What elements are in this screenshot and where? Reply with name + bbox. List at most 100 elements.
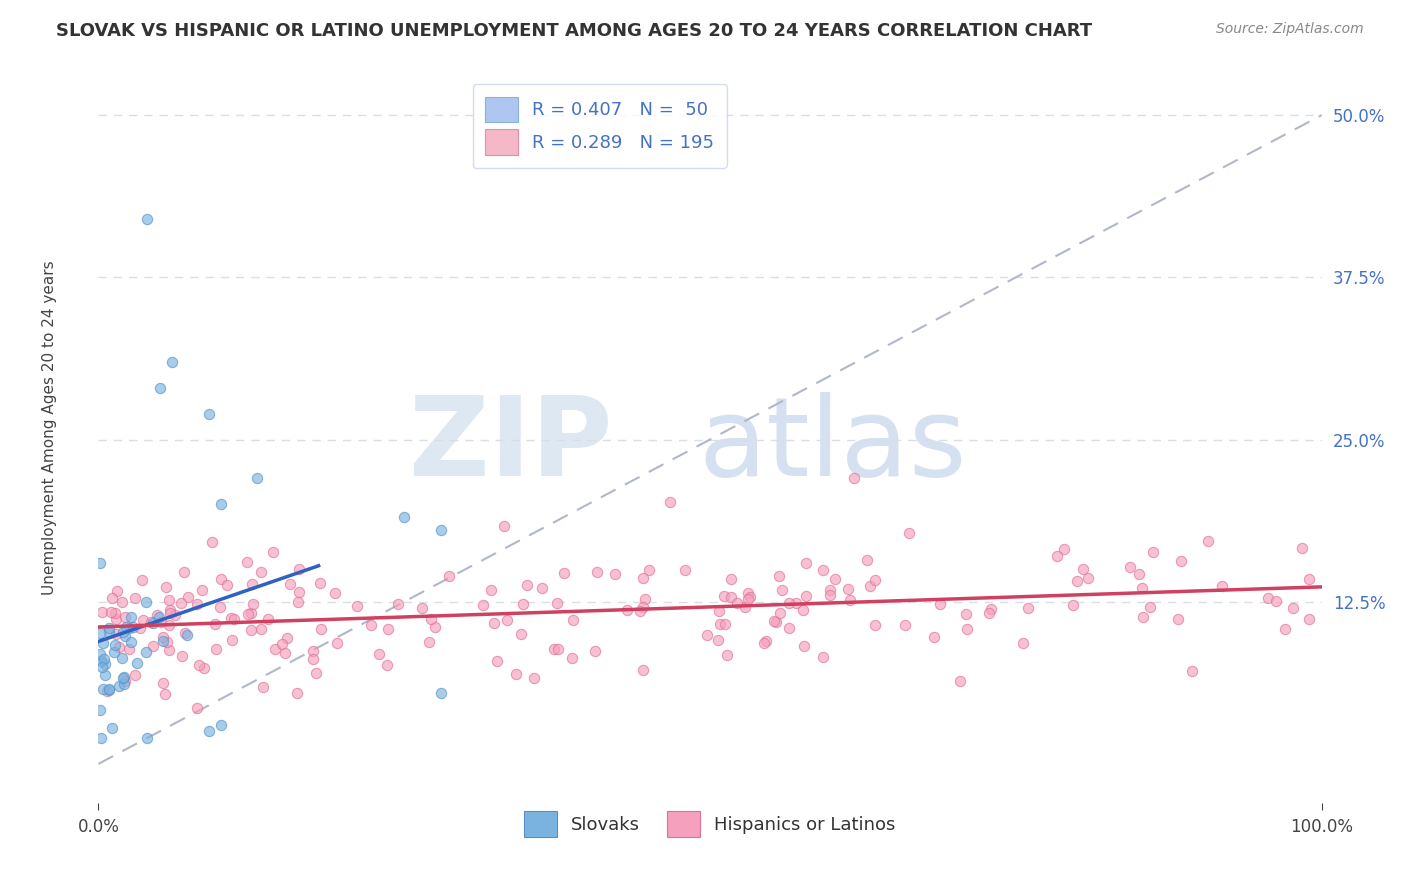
Point [765, 615, 787, 629]
Point [110, 651, 132, 665]
Text: ZIP: ZIP [409, 392, 612, 500]
Point [720, 590, 742, 604]
Point [482, 616, 505, 631]
Point [793, 639, 815, 653]
Point [98, 621, 121, 635]
Point [326, 635, 349, 649]
Point [855, 553, 877, 567]
Point [713, 617, 735, 632]
Point [420, 612, 443, 626]
Point [136, 731, 159, 745]
Point [547, 642, 569, 657]
Point [1053, 541, 1076, 556]
Point [177, 591, 200, 605]
Point [673, 563, 696, 577]
Point [153, 687, 176, 701]
Point [638, 563, 661, 577]
Point [155, 580, 177, 594]
Point [1170, 554, 1192, 568]
Point [778, 621, 800, 635]
Point [531, 581, 554, 595]
Point [98, 625, 121, 640]
Point [838, 593, 860, 607]
Point [217, 578, 239, 592]
Point [1298, 612, 1320, 626]
Point [486, 654, 509, 668]
Point [263, 545, 285, 559]
Point [135, 644, 157, 658]
Point [160, 354, 183, 368]
Point [471, 599, 494, 613]
Point [515, 578, 537, 592]
Point [737, 586, 759, 600]
Point [1181, 665, 1204, 679]
Point [301, 652, 323, 666]
Point [813, 563, 835, 577]
Point [553, 566, 575, 580]
Point [159, 607, 181, 621]
Point [1119, 560, 1142, 574]
Point [492, 518, 515, 533]
Point [204, 616, 226, 631]
Point [392, 510, 416, 524]
Point [752, 636, 775, 650]
Point [824, 572, 846, 586]
Point [136, 211, 159, 226]
Point [104, 627, 127, 641]
Point [201, 535, 224, 549]
Point [90, 655, 112, 669]
Point [107, 679, 129, 693]
Point [246, 471, 269, 485]
Point [1167, 612, 1189, 626]
Point [239, 606, 262, 620]
Point [90, 731, 112, 745]
Point [631, 600, 654, 615]
Point [208, 600, 231, 615]
Text: SLOVAK VS HISPANIC OR LATINO UNEMPLOYMENT AMONG AGES 20 TO 24 YEARS CORRELATION : SLOVAK VS HISPANIC OR LATINO UNEMPLOYMEN… [56, 22, 1092, 40]
Point [94, 667, 117, 681]
Point [634, 592, 657, 607]
Point [145, 607, 167, 622]
Point [91, 636, 114, 650]
Point [139, 615, 162, 629]
Point [495, 613, 517, 627]
Point [859, 579, 882, 593]
Point [152, 634, 174, 648]
Point [114, 610, 136, 624]
Point [219, 611, 242, 625]
Point [546, 596, 568, 610]
Point [512, 597, 534, 611]
Point [1264, 594, 1286, 608]
Point [105, 612, 128, 626]
Point [115, 620, 138, 634]
Text: Source: ZipAtlas.com: Source: ZipAtlas.com [1216, 22, 1364, 37]
Point [430, 524, 453, 538]
Point [236, 555, 259, 569]
Point [1211, 579, 1233, 593]
Point [124, 667, 146, 681]
Point [252, 681, 274, 695]
Point [100, 605, 122, 619]
Point [772, 583, 794, 598]
Point [204, 642, 226, 657]
Point [737, 592, 759, 607]
Point [159, 603, 181, 617]
Point [616, 603, 638, 617]
Point [794, 589, 817, 603]
Point [734, 600, 756, 615]
Point [111, 672, 134, 686]
Point [1274, 623, 1296, 637]
Point [124, 591, 146, 605]
Point [112, 676, 135, 690]
Point [118, 621, 141, 635]
Point [197, 407, 219, 421]
Point [114, 629, 136, 643]
Point [274, 646, 297, 660]
Point [172, 648, 194, 663]
Point [93, 681, 115, 696]
Point [94, 657, 117, 672]
Point [197, 724, 219, 739]
Point [305, 665, 328, 680]
Point [785, 596, 807, 610]
Point [111, 624, 134, 639]
